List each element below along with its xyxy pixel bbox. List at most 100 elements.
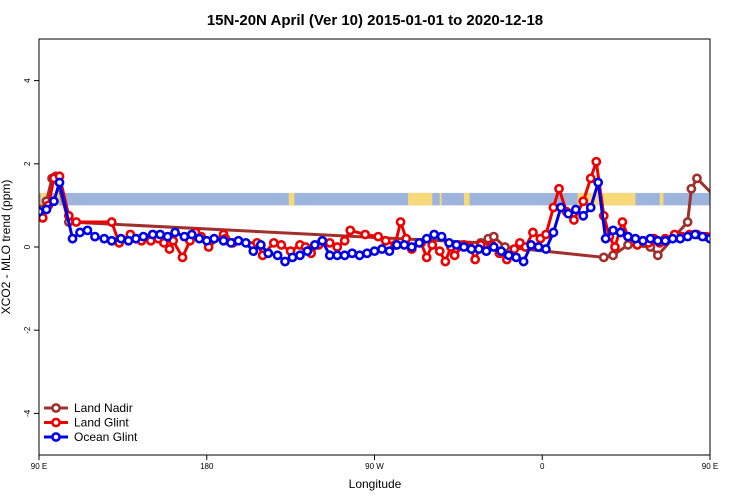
data-point	[233, 235, 244, 246]
y-tick-label: 2	[23, 161, 32, 166]
data-point	[714, 233, 721, 240]
data-point	[384, 246, 395, 257]
legend-marker	[51, 417, 61, 428]
data-point	[82, 225, 93, 236]
y-tick-label: 4	[23, 78, 32, 83]
data-point	[518, 256, 529, 267]
legend-label: Land Nadir	[74, 401, 133, 415]
data-point	[395, 217, 406, 227]
data-point	[645, 233, 656, 244]
land-span	[712, 193, 733, 205]
legend-item-land-nadir: Land Nadir	[44, 401, 133, 415]
data-point	[555, 202, 566, 213]
data-point	[436, 231, 447, 242]
data-point	[697, 231, 708, 242]
data-point	[295, 250, 305, 261]
data-point	[488, 242, 499, 252]
data-point	[255, 240, 266, 250]
x-tick-label: 90 E	[31, 462, 47, 471]
data-point	[541, 229, 551, 240]
legend-item-land-glint: Land Glint	[44, 416, 129, 430]
data-point	[526, 240, 536, 250]
data-point	[440, 256, 451, 267]
data-point	[541, 244, 551, 254]
data-point	[179, 231, 190, 242]
data-point	[106, 235, 117, 246]
legend-marker	[51, 403, 61, 413]
data-point	[240, 237, 251, 248]
data-point	[729, 233, 736, 240]
data-point	[708, 231, 710, 238]
data-point	[682, 231, 693, 242]
data-point	[164, 244, 175, 254]
data-point	[54, 177, 65, 188]
data-point	[660, 235, 671, 246]
data-point	[608, 225, 618, 236]
data-point	[123, 235, 134, 246]
data-point	[481, 246, 492, 257]
data-point	[554, 183, 564, 194]
data-point	[496, 246, 507, 257]
data-point	[116, 233, 126, 244]
data-point	[75, 227, 85, 238]
series-ocean-glint	[39, 177, 710, 267]
data-point	[67, 233, 78, 244]
data-point	[459, 242, 469, 252]
data-point	[449, 250, 460, 261]
data-point	[280, 256, 290, 267]
data-point	[675, 233, 686, 244]
data-point	[345, 225, 356, 236]
x-tick-label: 0	[540, 462, 545, 471]
data-point	[347, 248, 358, 259]
data-point	[106, 217, 117, 227]
data-point	[470, 254, 481, 265]
data-point	[690, 229, 700, 240]
data-point	[339, 235, 350, 246]
data-point	[652, 250, 663, 261]
data-point	[630, 233, 641, 244]
data-point	[406, 242, 417, 252]
data-point	[263, 248, 274, 259]
data-point	[736, 235, 743, 242]
data-point	[309, 240, 320, 250]
legend-label: Ocean Glint	[74, 430, 138, 444]
data-point	[705, 233, 710, 244]
data-point	[427, 240, 438, 250]
data-point	[451, 240, 462, 250]
data-point	[615, 227, 626, 238]
legend-marker	[51, 432, 61, 442]
land-span	[439, 192, 442, 206]
data-point	[591, 156, 602, 167]
data-point	[652, 235, 663, 246]
data-point	[201, 235, 212, 246]
data-point	[682, 217, 693, 227]
data-point	[600, 233, 611, 244]
ocean-band	[39, 192, 710, 206]
data-point	[131, 233, 141, 244]
data-point	[610, 242, 620, 252]
chart-title: 15N-20N April (Ver 10) 2015-01-01 to 202…	[207, 12, 543, 29]
data-point	[585, 173, 596, 184]
data-point	[147, 229, 158, 240]
y-axis: -4 -2 0 2 4	[23, 78, 39, 417]
data-point	[466, 244, 477, 254]
data-point	[488, 231, 499, 242]
data-point	[170, 227, 180, 238]
land-ocean-band	[39, 192, 733, 206]
data-point	[638, 235, 648, 246]
data-point	[429, 229, 440, 240]
land-span	[659, 192, 664, 206]
data-point	[667, 233, 678, 244]
y-tick-label: -4	[23, 409, 32, 417]
data-point	[503, 250, 514, 261]
data-point	[324, 237, 335, 248]
data-point	[563, 208, 574, 219]
data-point	[721, 231, 728, 238]
x-tick-label: 90 W	[365, 462, 384, 471]
data-point	[186, 229, 197, 240]
data-point	[686, 183, 697, 194]
data-point	[414, 237, 425, 248]
x-axis: 90 E 180 90 W 0 90 E	[31, 455, 718, 471]
